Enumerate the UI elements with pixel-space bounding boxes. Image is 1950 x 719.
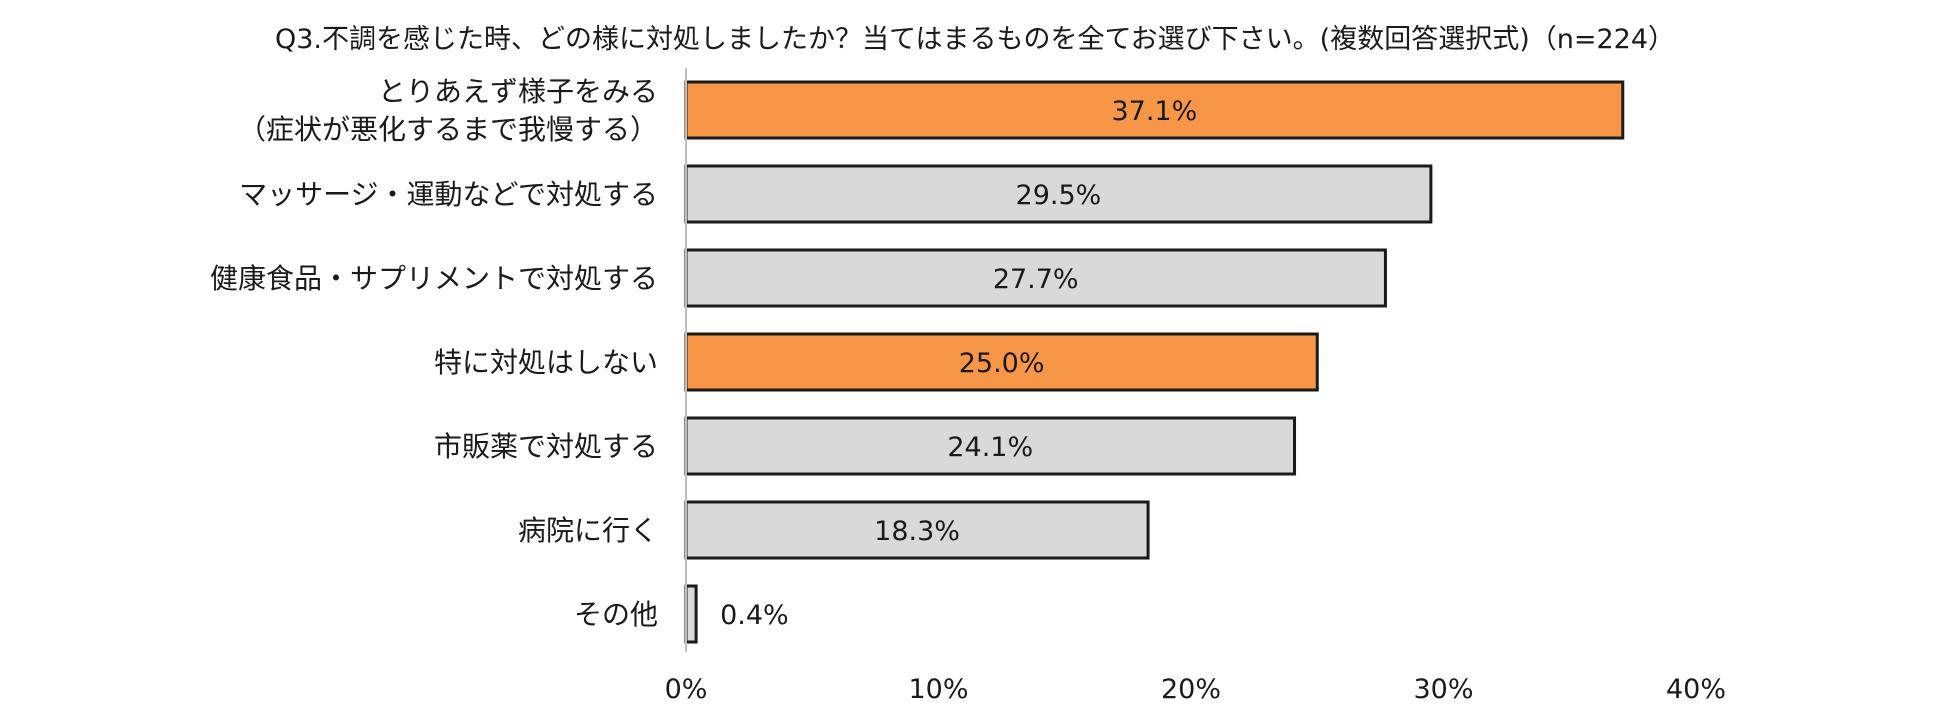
x-tick-label-3: 30% <box>1413 674 1473 705</box>
bar-2 <box>684 248 1387 308</box>
value-label-3: 25.0% <box>959 348 1045 379</box>
value-label-2: 27.7% <box>993 264 1079 295</box>
value-label-1: 29.5% <box>1016 180 1102 211</box>
category-label-2: 健康食品・サプリメントで対処する <box>210 262 658 295</box>
bar-4 <box>684 416 1297 476</box>
bar-6 <box>684 584 698 644</box>
x-tick-label-1: 10% <box>908 674 968 705</box>
category-label-1: マッサージ・運動などで対処する <box>239 178 658 211</box>
category-label-6: その他 <box>574 598 658 631</box>
value-label-6: 0.4% <box>720 600 789 631</box>
category-label-0-line-1: （症状が悪化するまで我慢する） <box>238 113 658 146</box>
x-tick-label-4: 40% <box>1666 674 1726 705</box>
value-label-5: 18.3% <box>874 516 960 547</box>
bar-5 <box>684 500 1150 560</box>
x-tick-label-2: 20% <box>1161 674 1221 705</box>
bar-1 <box>684 164 1433 224</box>
category-label-0-line-0: とりあえず様子をみる <box>378 75 658 108</box>
bar-3 <box>684 332 1319 392</box>
value-label-4: 24.1% <box>947 432 1033 463</box>
chart-title: Q3.不調を感じた時、どの様に対処しましたか？当てはまるものを全てお選び下さい。… <box>275 24 1675 55</box>
category-label-5: 病院に行く <box>518 514 658 547</box>
category-label-3: 特に対処はしない <box>434 346 658 379</box>
category-label-4: 市販薬で対処する <box>434 430 658 463</box>
value-label-0: 37.1% <box>1111 96 1197 127</box>
bar-0 <box>684 80 1625 140</box>
x-tick-label-0: 0% <box>665 674 708 705</box>
